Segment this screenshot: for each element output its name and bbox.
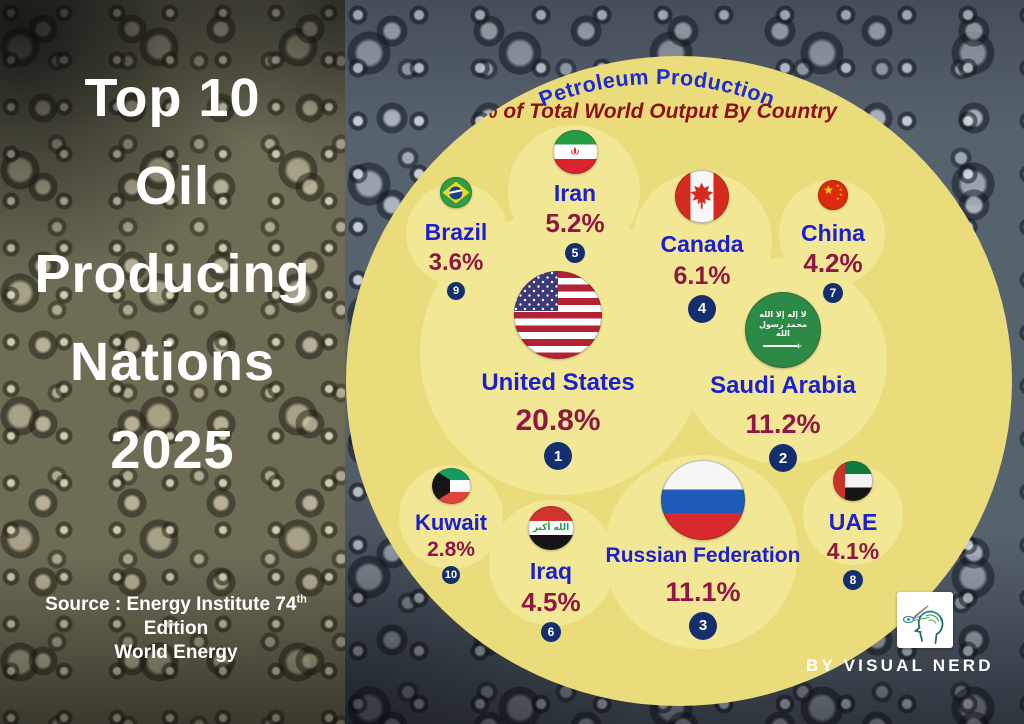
iraq-flag-icon: الله أكبر: [528, 506, 574, 550]
flag-canton: [514, 271, 558, 312]
united-states-flag-icon: [514, 271, 602, 359]
sword-glyph: [762, 343, 802, 349]
visual-nerd-logo: [897, 592, 953, 648]
shahada-script: لا إله إلا الله محمد رسول الله: [759, 310, 807, 339]
brazil-flag-icon: [440, 177, 472, 208]
rank-badge: 9: [447, 281, 465, 300]
country-label: Canada: [660, 231, 744, 257]
country-label: Iran: [553, 180, 597, 206]
chart-subtitle: % of Total World Output By Country: [478, 100, 838, 123]
country-label: China: [801, 220, 865, 246]
left-background-photo: [0, 0, 345, 724]
poster-title-line: Producing: [34, 244, 311, 304]
country-share: 5.2%: [545, 207, 605, 238]
source-superscript: th: [296, 594, 307, 606]
country-share: 6.1%: [673, 261, 731, 290]
bubble-brazil: Brazil 3.6% 9: [346, 177, 571, 300]
star-glyph: ★: [839, 187, 843, 192]
kuwait-flag-icon: [431, 468, 471, 504]
country-share: 11.1%: [665, 576, 741, 607]
credit-text: BY VISUAL NERD: [806, 656, 994, 675]
rank-badge: 10: [442, 566, 460, 585]
poster-title-line: Oil: [134, 156, 210, 216]
country-share: 20.8%: [515, 403, 601, 437]
china-flag-icon: ★ ★ ★ ★ ★: [818, 180, 848, 210]
poster-title-line: 2025: [110, 420, 235, 480]
takbir-script: الله أكبر: [532, 523, 570, 533]
country-label: UAE: [828, 509, 878, 535]
visual-nerd-head-icon: [902, 605, 944, 644]
star-glyph: ★: [823, 183, 834, 197]
iran-flag-icon: [552, 130, 598, 174]
country-label: Brazil: [424, 219, 488, 245]
rank-badge: 8: [843, 569, 863, 590]
bubble-iraq: الله أكبر Iraq 4.5% 6: [436, 506, 666, 642]
bubble-saudi-arabia: لا إله إلا الله محمد رسول الله Saudi Ara…: [668, 292, 898, 473]
country-label: Saudi Arabia: [710, 372, 856, 399]
flag-trapezoid: [431, 468, 451, 504]
source-line-2: Edition: [143, 618, 209, 640]
country-label: Kuwait: [414, 510, 488, 535]
rank-badge: 2: [769, 444, 797, 473]
rank-badge: 4: [688, 294, 716, 323]
rank-badge: 6: [541, 621, 561, 642]
rank-badge: 7: [823, 282, 843, 303]
country-label: United States: [481, 369, 635, 396]
flag-globe: [449, 185, 463, 200]
canada-flag-icon: [675, 170, 729, 223]
source-attribution: Source : Energy Institute 74th Edition W…: [0, 588, 352, 665]
country-label: Russian Federation: [605, 544, 801, 567]
uae-flag-icon: [833, 461, 873, 501]
country-share: 4.5%: [521, 586, 581, 617]
rank-badge: 5: [565, 242, 585, 263]
source-line-3: World Energy: [114, 642, 238, 664]
star-glyph: ★: [836, 183, 840, 188]
flag-bar: [833, 461, 845, 501]
rank-badge: 3: [689, 611, 717, 640]
iran-emblem-glyph: [571, 147, 579, 155]
bubble-uae: UAE 4.1% 8: [738, 461, 968, 590]
country-share: 4.2%: [803, 247, 863, 278]
poster-title-line: Top 10: [84, 68, 261, 128]
star-glyph: ★: [839, 192, 843, 197]
bubble-china: ★ ★ ★ ★ ★ China 4.2% 7: [718, 180, 948, 303]
poster-title: Top 10 Oil Producing Nations 2025: [0, 54, 345, 494]
bubble-kuwait: Kuwait 2.8% 10: [346, 468, 566, 585]
country-share: 4.1%: [826, 537, 880, 564]
source-line-1: Source : Energy Institute 74th: [45, 594, 307, 616]
country-share: 11.2%: [745, 408, 821, 439]
bubble-chart-area: Petroleum Production % of Total World Ou…: [346, 56, 1012, 706]
star-glyph: ★: [836, 196, 840, 201]
bubble-canada: Canada 6.1% 4: [587, 170, 817, 323]
country-share: 2.8%: [427, 537, 475, 561]
country-label: Iraq: [529, 558, 573, 584]
bubble-iran: Iran 5.2% 5: [460, 130, 690, 263]
russia-flag-icon: [661, 460, 745, 540]
country-share: 3.6%: [428, 248, 484, 276]
rank-badge: 1: [544, 442, 572, 471]
saudi-arabia-flag-icon: لا إله إلا الله محمد رسول الله: [745, 292, 821, 368]
bubble-united-states: United States 20.8% 1: [443, 271, 673, 471]
maple-leaf-glyph: [690, 182, 714, 209]
bubble-russian-federation: Russian Federation 11.1% 3: [588, 460, 818, 640]
chart-title-arc: Petroleum Production: [536, 65, 778, 112]
poster-title-line: Nations: [69, 332, 276, 392]
